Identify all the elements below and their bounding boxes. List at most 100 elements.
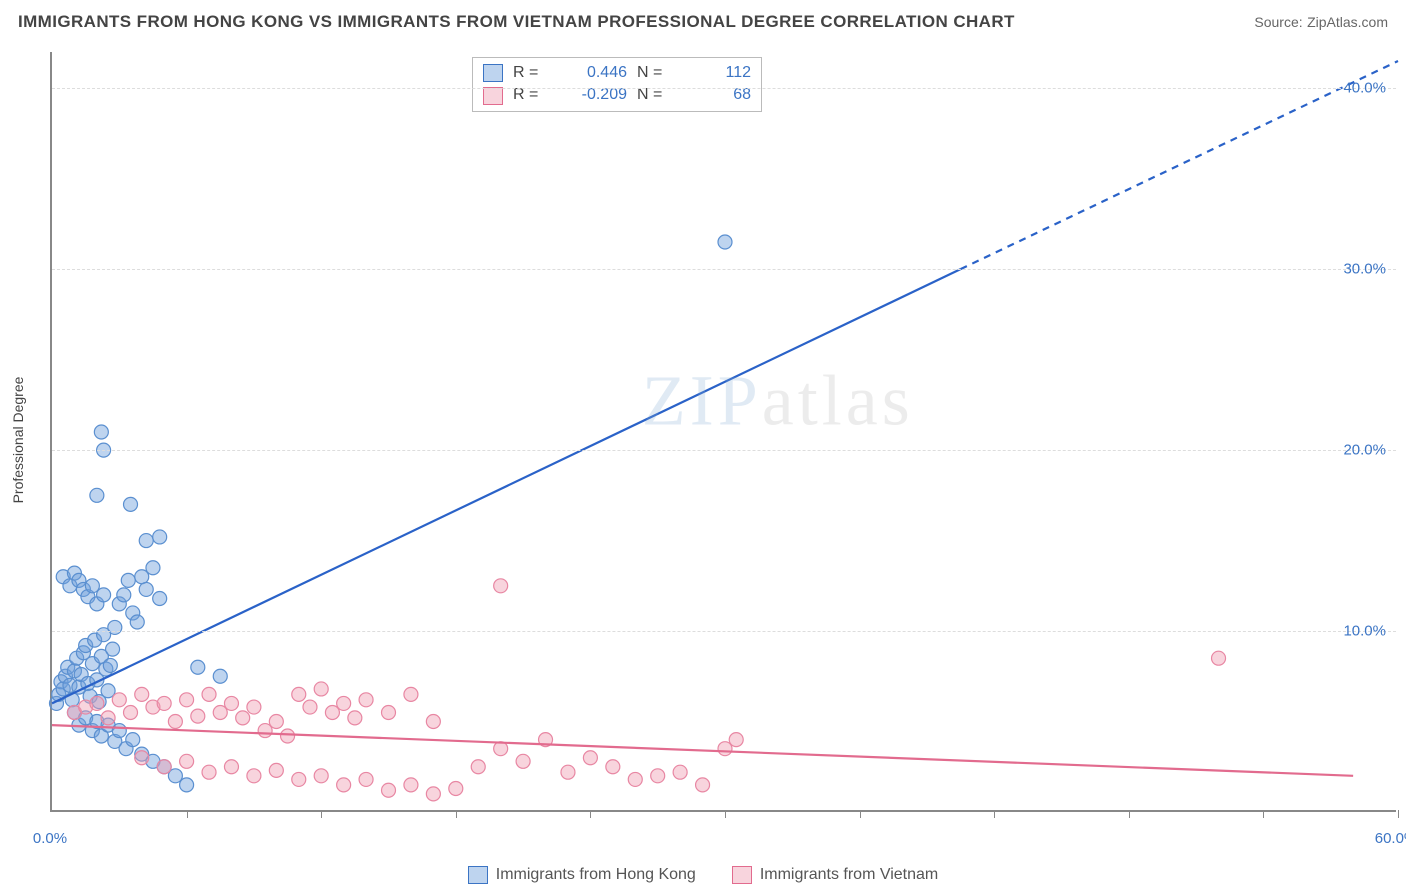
scatter-point [90, 488, 104, 502]
scatter-point [135, 751, 149, 765]
scatter-point [651, 769, 665, 783]
y-tick-label: 40.0% [1343, 80, 1386, 97]
x-tick [1129, 810, 1130, 818]
scatter-point [180, 754, 194, 768]
scatter-point [359, 772, 373, 786]
x-tick [187, 810, 188, 818]
scatter-point [269, 715, 283, 729]
scatter-point [404, 778, 418, 792]
scatter-point [449, 781, 463, 795]
legend: Immigrants from Hong Kong Immigrants fro… [0, 866, 1406, 884]
scatter-point [337, 696, 351, 710]
grid-line [52, 269, 1396, 270]
scatter-point [269, 763, 283, 777]
scatter-point [124, 705, 138, 719]
scatter-point [139, 534, 153, 548]
x-tick [1263, 810, 1264, 818]
scatter-svg [52, 52, 1396, 810]
scatter-point [180, 693, 194, 707]
scatter-point [191, 709, 205, 723]
stat-r-label: R = [513, 62, 547, 84]
source-value: ZipAtlas.com [1307, 14, 1388, 30]
scatter-point [426, 715, 440, 729]
scatter-point [583, 751, 597, 765]
legend-label: Immigrants from Vietnam [760, 866, 938, 884]
stats-box: R = 0.446 N = 112 R = -0.209 N = 68 [472, 57, 762, 112]
grid-line [52, 450, 1396, 451]
scatter-point [157, 760, 171, 774]
chart-plot-area: ZIPatlas R = 0.446 N = 112 R = -0.209 N … [50, 52, 1396, 812]
x-tick [1398, 810, 1399, 818]
scatter-point [90, 696, 104, 710]
scatter-point [247, 769, 261, 783]
scatter-point [314, 769, 328, 783]
grid-line [52, 631, 1396, 632]
scatter-point [224, 760, 238, 774]
scatter-point [106, 642, 120, 656]
scatter-point [112, 724, 126, 738]
x-tick [456, 810, 457, 818]
scatter-point [494, 579, 508, 593]
grid-line [52, 88, 1396, 89]
legend-item-series-2: Immigrants from Vietnam [732, 866, 938, 884]
scatter-point [1212, 651, 1226, 665]
x-tick [860, 810, 861, 818]
swatch-icon [483, 64, 503, 82]
scatter-point [124, 497, 138, 511]
swatch-icon [468, 866, 488, 884]
scatter-point [224, 696, 238, 710]
scatter-point [718, 235, 732, 249]
scatter-point [348, 711, 362, 725]
scatter-point [202, 765, 216, 779]
scatter-point [126, 733, 140, 747]
source-credit: Source: ZipAtlas.com [1254, 14, 1388, 32]
trendline-dashed [961, 61, 1398, 269]
scatter-point [673, 765, 687, 779]
y-tick-label: 30.0% [1343, 261, 1386, 278]
chart-title: IMMIGRANTS FROM HONG KONG VS IMMIGRANTS … [18, 12, 1015, 32]
x-tick-label: 0.0% [33, 830, 67, 847]
y-tick-label: 10.0% [1343, 623, 1386, 640]
y-tick-label: 20.0% [1343, 442, 1386, 459]
scatter-point [94, 425, 108, 439]
trendline [52, 725, 1353, 776]
trendline [52, 269, 961, 703]
legend-item-series-1: Immigrants from Hong Kong [468, 866, 696, 884]
scatter-point [382, 705, 396, 719]
scatter-point [103, 658, 117, 672]
swatch-icon [483, 87, 503, 105]
scatter-point [382, 783, 396, 797]
scatter-point [236, 711, 250, 725]
x-tick [725, 810, 726, 818]
scatter-point [146, 561, 160, 575]
scatter-point [135, 687, 149, 701]
x-tick [590, 810, 591, 818]
scatter-point [516, 754, 530, 768]
scatter-point [130, 615, 144, 629]
scatter-point [359, 693, 373, 707]
legend-label: Immigrants from Hong Kong [496, 866, 696, 884]
scatter-point [292, 687, 306, 701]
swatch-icon [732, 866, 752, 884]
scatter-point [314, 682, 328, 696]
scatter-point [561, 765, 575, 779]
scatter-point [112, 693, 126, 707]
scatter-point [117, 588, 131, 602]
stat-n-label: N = [637, 62, 671, 84]
x-tick [321, 810, 322, 818]
scatter-point [157, 696, 171, 710]
scatter-point [729, 733, 743, 747]
stats-row-series-1: R = 0.446 N = 112 [483, 62, 751, 84]
scatter-point [153, 530, 167, 544]
stat-n-value: 112 [681, 62, 751, 84]
scatter-point [180, 778, 194, 792]
scatter-point [292, 772, 306, 786]
x-tick-label: 60.0% [1375, 830, 1406, 847]
scatter-point [97, 588, 111, 602]
scatter-point [101, 711, 115, 725]
scatter-point [303, 700, 317, 714]
source-label: Source: [1254, 14, 1302, 30]
scatter-point [606, 760, 620, 774]
scatter-point [281, 729, 295, 743]
stat-r-value: 0.446 [557, 62, 627, 84]
